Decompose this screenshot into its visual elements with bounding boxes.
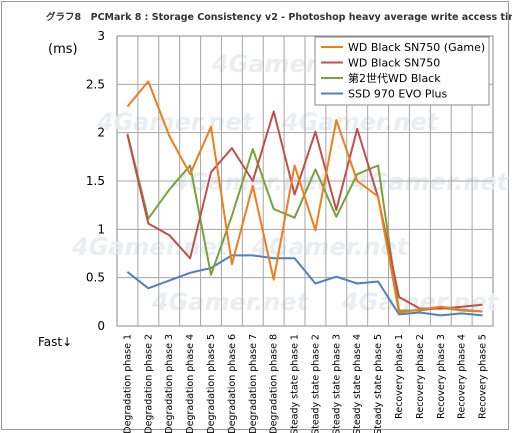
x-tick-label: Degradation phase 5 <box>206 334 217 433</box>
x-tick-label: Degradation phase 3 <box>164 334 175 433</box>
x-tick-label: Recovery phase 2 <box>415 334 426 419</box>
x-tick-label: Recovery phase 4 <box>457 334 468 419</box>
x-tick-label: Degradation phase 1 <box>122 334 133 433</box>
x-tick-label: Steady state phase 5 <box>373 334 384 433</box>
y-tick-label: 1 <box>97 222 105 236</box>
x-tick-label: Recovery phase 3 <box>436 334 447 419</box>
x-tick-label: Steady state phase 2 <box>310 334 321 433</box>
y-tick-label: 0.5 <box>86 271 105 285</box>
legend-box <box>314 36 490 106</box>
series-line <box>126 254 483 317</box>
x-tick-label: Steady state phase 4 <box>352 334 363 433</box>
fast-direction-note: Fast↓ <box>38 335 72 349</box>
legend-label: WD Black SN750 (Game) <box>348 41 485 54</box>
x-tick-label: Recovery phase 5 <box>478 334 489 419</box>
y-tick-label: 3 <box>97 29 105 43</box>
y-tick-label: 0 <box>97 319 105 333</box>
x-tick-label: Degradation phase 8 <box>269 334 280 433</box>
y-tick-label: 2 <box>97 126 105 140</box>
x-tick-label: Steady state phase 3 <box>331 334 342 433</box>
x-tick-label: Degradation phase 2 <box>143 334 154 433</box>
chart-title: グラフ8 PCMark 8 : Storage Consistency v2 -… <box>46 11 512 23</box>
legend-label: WD Black SN750 <box>348 57 440 70</box>
legend-label: SSD 970 EVO Plus <box>348 88 448 101</box>
watermark-text: 4Gamer.net <box>281 108 440 136</box>
legend-label: 第2世代WD Black <box>348 71 441 85</box>
series-lines <box>126 80 483 317</box>
y-axis-ticks: 0 0.5 1 1.5 2 2.5 3 <box>86 29 105 333</box>
legend: WD Black SN750 (Game) WD Black SN750第2世代W… <box>314 36 490 106</box>
y-tick-label: 2.5 <box>86 77 105 91</box>
watermark-text: 4Gamer.net <box>151 288 310 316</box>
x-tick-label: Steady state phase 1 <box>290 334 301 433</box>
x-tick-label: Degradation phase 4 <box>185 334 196 433</box>
x-tick-label: Recovery phase 1 <box>394 334 405 419</box>
series-line <box>126 80 483 314</box>
y-axis-unit: (ms) <box>48 42 78 57</box>
x-axis-ticks: Degradation phase 1 Degradation phase 2 De… <box>122 334 488 433</box>
watermark-text: 4Gamer.net <box>96 108 255 136</box>
x-tick-label: Degradation phase 6 <box>227 334 238 433</box>
y-tick-label: 1.5 <box>86 174 105 188</box>
x-tick-label: Degradation phase 7 <box>248 334 259 433</box>
